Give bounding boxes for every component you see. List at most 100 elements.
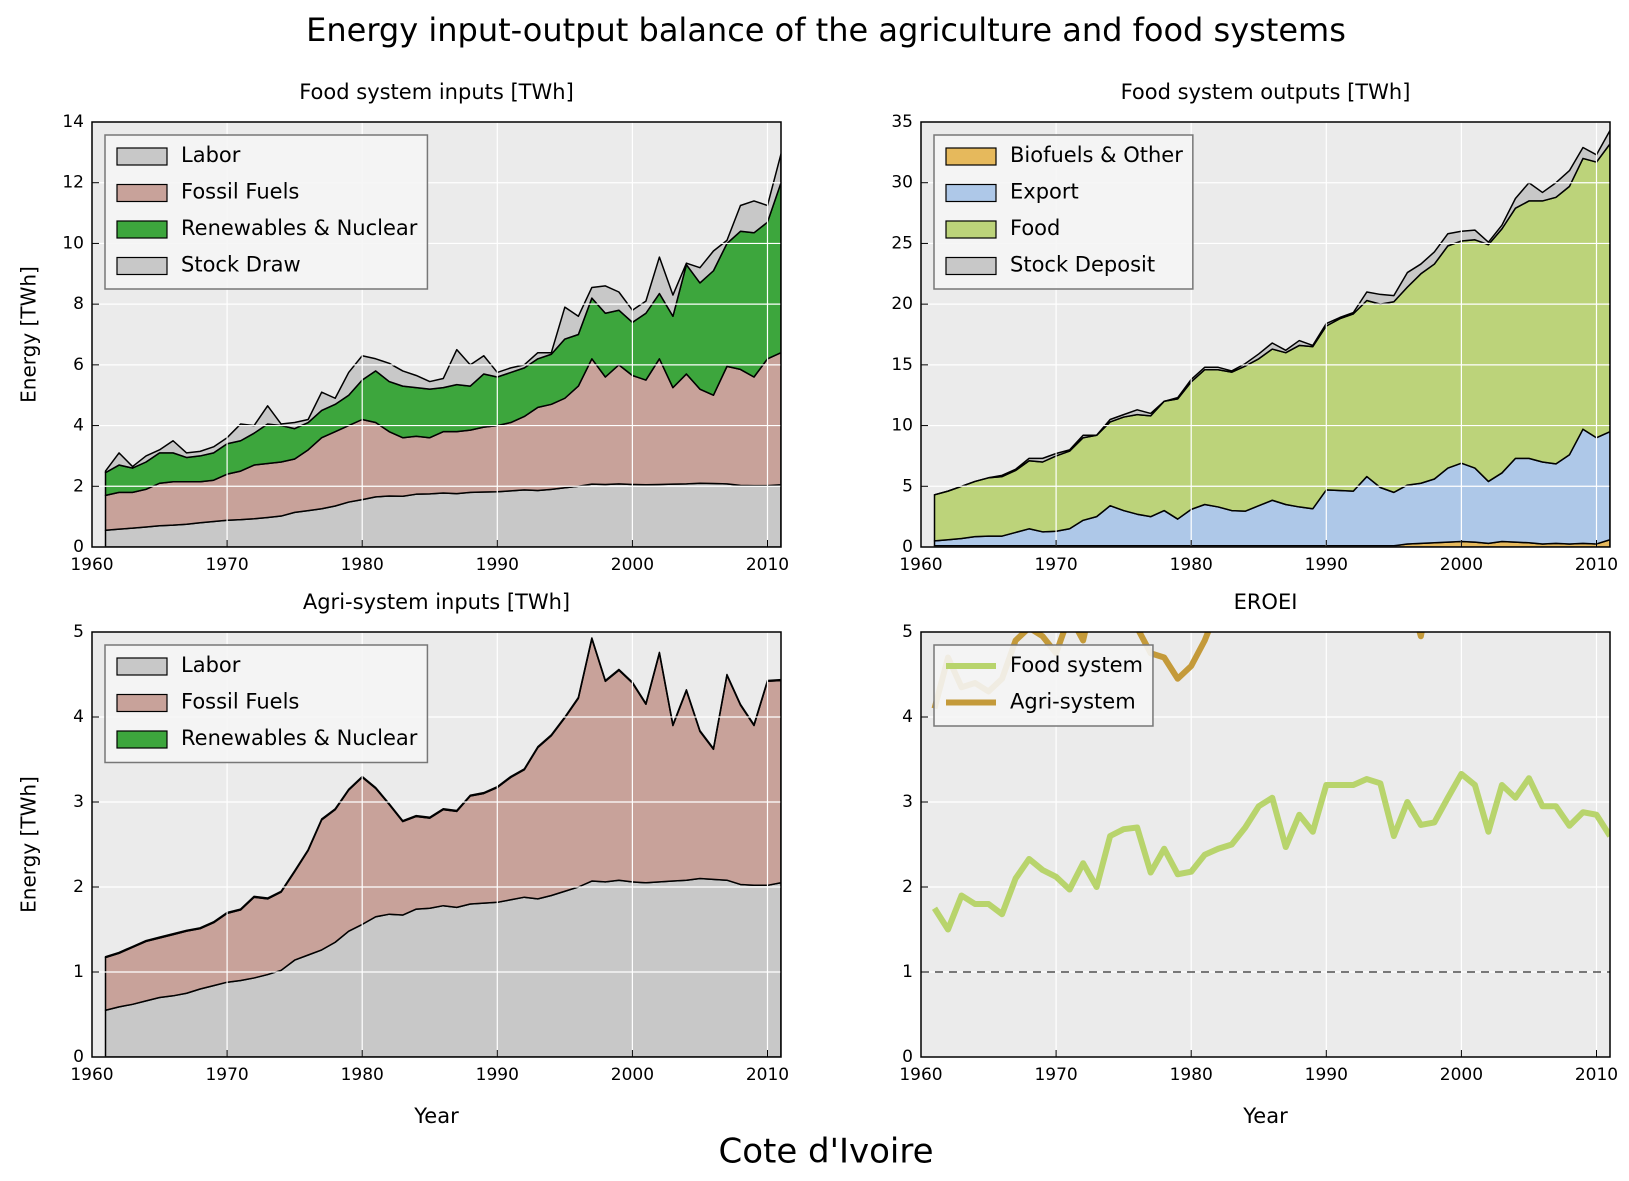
subplot: 1960 1970 1980 1990 2000 2010 0 2 4 6 8 10 12 14 Food … bbox=[17, 80, 790, 575]
subplot: 1960 1970 1980 1990 2000 2010 0 1 2 3 4 5 Agri-syste… bbox=[17, 590, 790, 1128]
legend-label: Fossil Fuels bbox=[181, 690, 299, 714]
y-tick-label: 1 bbox=[902, 962, 913, 982]
x-tick-label: 1980 bbox=[341, 1065, 384, 1085]
x-tick-label: 2000 bbox=[1440, 1065, 1483, 1085]
y-tick-label: 10 bbox=[891, 416, 913, 436]
legend-swatch bbox=[116, 183, 168, 203]
x-tick-label: 2010 bbox=[746, 1065, 789, 1085]
legend: Biofuels & Other Export Food Stock Deposit bbox=[933, 134, 1194, 290]
x-axis-label: Year bbox=[413, 1104, 459, 1128]
plot-frame bbox=[91, 631, 782, 1058]
y-tick-label: 4 bbox=[73, 416, 84, 436]
x-tick-label: 1960 bbox=[899, 555, 942, 575]
legend-label: Stock Deposit bbox=[1010, 253, 1155, 277]
y-tick-label: 6 bbox=[73, 355, 84, 375]
y-tick-label: 3 bbox=[902, 792, 913, 812]
y-tick-label: 8 bbox=[73, 294, 84, 314]
legend: Labor Fossil Fuels Renewables & Nuclear Sto… bbox=[104, 134, 429, 290]
subplot-title: Food system outputs [TWh] bbox=[1121, 80, 1411, 104]
legend-swatch bbox=[945, 256, 997, 276]
y-tick-label: 5 bbox=[73, 622, 84, 642]
y-tick-label: 20 bbox=[891, 294, 913, 314]
y-axis-label: Energy [TWh] bbox=[17, 776, 41, 913]
y-tick-label: 15 bbox=[891, 355, 913, 375]
legend-label: Labor bbox=[181, 143, 241, 167]
line bbox=[931, 632, 1425, 710]
y-tick-label: 1 bbox=[73, 962, 84, 982]
y-tick-label: 0 bbox=[902, 537, 913, 557]
subplot: 1960 1970 1980 1990 2000 2010 0 1 2 3 4 5 EROEI Year F… bbox=[899, 590, 1618, 1128]
legend-label: Stock Draw bbox=[181, 253, 301, 277]
x-tick-label: 1980 bbox=[1170, 555, 1213, 575]
x-tick-label: 1990 bbox=[476, 555, 519, 575]
legend-label: Renewables & Nuclear bbox=[181, 216, 418, 240]
y-tick-label: 0 bbox=[902, 1047, 913, 1067]
y-tick-label: 2 bbox=[73, 877, 84, 897]
y-tick-label: 12 bbox=[62, 173, 84, 193]
legend-swatch bbox=[116, 147, 168, 166]
x-tick-label: 2000 bbox=[611, 1065, 654, 1085]
legend-label: Agri-system bbox=[1010, 690, 1136, 714]
plot-frame bbox=[91, 121, 782, 548]
y-axis-label: Energy [TWh] bbox=[17, 266, 41, 403]
area bbox=[104, 153, 781, 474]
y-tick-label: 5 bbox=[902, 622, 913, 642]
legend-swatch bbox=[116, 693, 168, 713]
subplot-title: Food system inputs [TWh] bbox=[299, 80, 574, 104]
y-tick-label: 25 bbox=[891, 233, 913, 253]
x-tick-label: 1990 bbox=[1305, 1065, 1348, 1085]
legend-swatch bbox=[116, 730, 168, 749]
legend-swatch bbox=[945, 183, 997, 203]
x-tick-label: 2010 bbox=[746, 555, 789, 575]
x-tick-label: 1980 bbox=[1170, 1065, 1213, 1085]
legend-label: Renewables & Nuclear bbox=[181, 726, 418, 750]
y-tick-label: 5 bbox=[902, 476, 913, 496]
legend-label: Fossil Fuels bbox=[181, 180, 299, 204]
plot-frame bbox=[920, 121, 1611, 548]
legend-swatch bbox=[945, 147, 997, 166]
x-tick-label: 1960 bbox=[899, 1065, 942, 1085]
legend: Food system Agri-system bbox=[933, 644, 1154, 727]
y-tick-label: 35 bbox=[891, 112, 913, 132]
legend-swatch bbox=[116, 220, 168, 239]
x-tick-label: 1990 bbox=[1305, 555, 1348, 575]
x-tick-label: 2000 bbox=[611, 555, 654, 575]
y-tick-label: 2 bbox=[73, 476, 84, 496]
x-tick-label: 2010 bbox=[1575, 1065, 1618, 1085]
legend-swatch bbox=[116, 657, 168, 676]
subplot: 1960 1970 1980 1990 2000 2010 0 5 10 15 20 25 30 35 Fo… bbox=[891, 80, 1618, 575]
legend: Labor Fossil Fuels Renewables & Nuclear bbox=[104, 644, 429, 764]
x-tick-label: 1980 bbox=[341, 555, 384, 575]
y-tick-label: 0 bbox=[73, 537, 84, 557]
legend-label: Food bbox=[1010, 216, 1060, 240]
y-tick-label: 2 bbox=[902, 877, 913, 897]
legend-swatch bbox=[945, 220, 997, 239]
x-tick-label: 1990 bbox=[476, 1065, 519, 1085]
x-tick-label: 2010 bbox=[1575, 555, 1618, 575]
area bbox=[104, 637, 781, 959]
legend-label: Export bbox=[1010, 180, 1079, 204]
legend-box bbox=[933, 644, 1154, 727]
y-tick-label: 4 bbox=[73, 707, 84, 727]
figure-title: Energy input-output balance of the agric… bbox=[306, 11, 1346, 49]
subplot-title: EROEI bbox=[1234, 590, 1298, 614]
x-tick-label: 1970 bbox=[1034, 1065, 1077, 1085]
y-tick-label: 4 bbox=[902, 707, 913, 727]
line bbox=[931, 770, 1610, 933]
x-tick-label: 1970 bbox=[205, 555, 248, 575]
legend-label: Biofuels & Other bbox=[1010, 143, 1183, 167]
x-axis-label: Year bbox=[1242, 1104, 1288, 1128]
x-tick-label: 1960 bbox=[70, 1065, 113, 1085]
y-tick-label: 3 bbox=[73, 792, 84, 812]
y-tick-label: 10 bbox=[62, 233, 84, 253]
country-label: Cote d'Ivoire bbox=[718, 1132, 933, 1172]
y-tick-label: 30 bbox=[891, 173, 913, 193]
legend-label: Labor bbox=[181, 653, 241, 677]
subplot-title: Agri-system inputs [TWh] bbox=[303, 590, 570, 614]
y-tick-label: 14 bbox=[62, 112, 84, 132]
legend-label: Food system bbox=[1010, 653, 1143, 677]
x-tick-label: 1960 bbox=[70, 555, 113, 575]
legend-swatch bbox=[116, 256, 168, 276]
area bbox=[933, 129, 1610, 496]
y-tick-label: 0 bbox=[73, 1047, 84, 1067]
